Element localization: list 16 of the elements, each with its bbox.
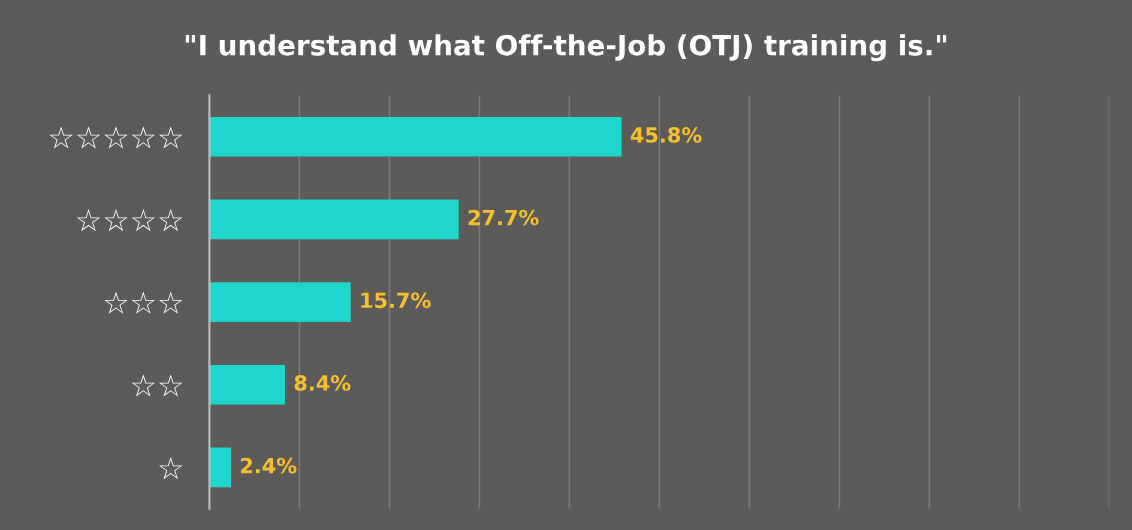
y-tick-label: ☆☆☆☆☆ bbox=[49, 126, 183, 149]
data-label: 27.7% bbox=[468, 209, 539, 226]
y-tick-label: ☆☆☆ bbox=[104, 291, 183, 314]
bar bbox=[209, 364, 286, 405]
y-tick-label: ☆ bbox=[159, 456, 183, 480]
data-label: 45.8% bbox=[630, 127, 702, 143]
chart-title: "I understand what Off-the-Job (OTJ) training is." bbox=[185, 34, 947, 62]
data-label: 8.4% bbox=[294, 375, 351, 391]
bar bbox=[209, 282, 351, 322]
bar bbox=[209, 116, 622, 157]
data-label: 15.7% bbox=[361, 292, 431, 309]
y-tick-label: ☆☆☆☆ bbox=[76, 208, 183, 232]
bar bbox=[209, 447, 232, 488]
bar bbox=[209, 199, 459, 240]
data-label: 2.4% bbox=[241, 457, 297, 474]
y-tick-label: ☆☆ bbox=[131, 374, 183, 397]
